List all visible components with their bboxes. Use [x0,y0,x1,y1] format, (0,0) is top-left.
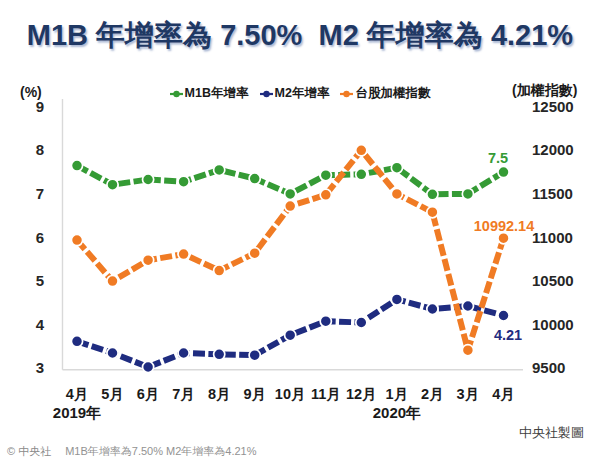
legend: M1B年增率 M2年增率 台股加權指數 [0,85,600,102]
credit-label: 中央社製圖 [519,424,584,442]
data-point [285,330,296,341]
right-axis-tick: 11500 [532,185,592,203]
data-point [462,345,473,356]
data-point [214,265,225,276]
left-axis-tick: 6 [14,229,44,247]
data-point [427,207,438,218]
right-axis-tick: 9500 [532,359,592,377]
data-point [143,255,154,266]
series-end-label: 7.5 [488,150,508,166]
x-axis-tick: 4月 [482,385,526,404]
legend-marker-icon [340,89,353,99]
data-point [178,249,189,260]
data-point [71,235,82,246]
legend-item-1: M1B年增率 [170,85,249,102]
right-axis-tick: 12500 [532,98,592,116]
data-point [462,300,473,311]
data-point [107,276,118,287]
data-point [285,201,296,212]
data-point [178,176,189,187]
legend-marker-icon [170,89,183,99]
data-point [356,169,367,180]
left-axis-tick: 4 [14,316,44,334]
data-point [107,347,118,358]
data-point [391,162,402,173]
data-point [249,350,260,361]
data-point [462,188,473,199]
data-point [320,189,331,200]
data-point [143,174,154,185]
plot-area: 7.5 4.21 10992.14 [0,0,600,415]
left-axis-tick: 7 [14,185,44,203]
data-point [71,160,82,171]
left-axis-tick: 8 [14,141,44,159]
data-point [320,316,331,327]
series-end-label: 4.21 [494,327,522,343]
left-axis-tick: 9 [14,98,44,116]
data-point [71,336,82,347]
data-point [356,317,367,328]
legend-label: M1B年增率 [185,85,249,102]
year-label: 2019年 [42,404,112,423]
data-point [427,303,438,314]
data-point [178,347,189,358]
data-point [107,179,118,190]
data-point [214,349,225,360]
right-axis-tick: 11000 [532,229,592,247]
data-point [391,294,402,305]
footer-source: © 中央社 [7,445,51,457]
data-point [249,173,260,184]
right-axis-tick: 10500 [532,272,592,290]
data-point [143,361,154,372]
footer-note: M1B年增率為7.50% M2年增率為4.21% [65,445,256,457]
data-point [391,188,402,199]
data-point [356,145,367,156]
data-point [498,233,509,244]
legend-label: M2年增率 [275,85,330,102]
data-point [320,170,331,181]
left-axis-tick: 3 [14,359,44,377]
chart-page: M1B 年增率為 7.50% M2 年增率為 4.21% (%) (加權指數) … [0,0,600,468]
data-point [214,164,225,175]
legend-item-3: 台股加權指數 [340,85,430,102]
legend-item-2: M2年增率 [260,85,330,102]
data-point [498,167,509,178]
left-axis-tick: 5 [14,272,44,290]
data-point [427,189,438,200]
series-end-label: 10992.14 [474,218,534,234]
data-point [249,248,260,259]
legend-label: 台股加權指數 [355,85,430,102]
footer: © 中央社 M1B年增率為7.50% M2年增率為4.21% [7,444,257,459]
right-axis-tick: 12000 [532,141,592,159]
data-point [498,310,509,321]
legend-marker-icon [260,89,273,99]
year-label: 2020年 [362,404,432,423]
right-axis-tick: 10000 [532,316,592,334]
data-point [285,188,296,199]
